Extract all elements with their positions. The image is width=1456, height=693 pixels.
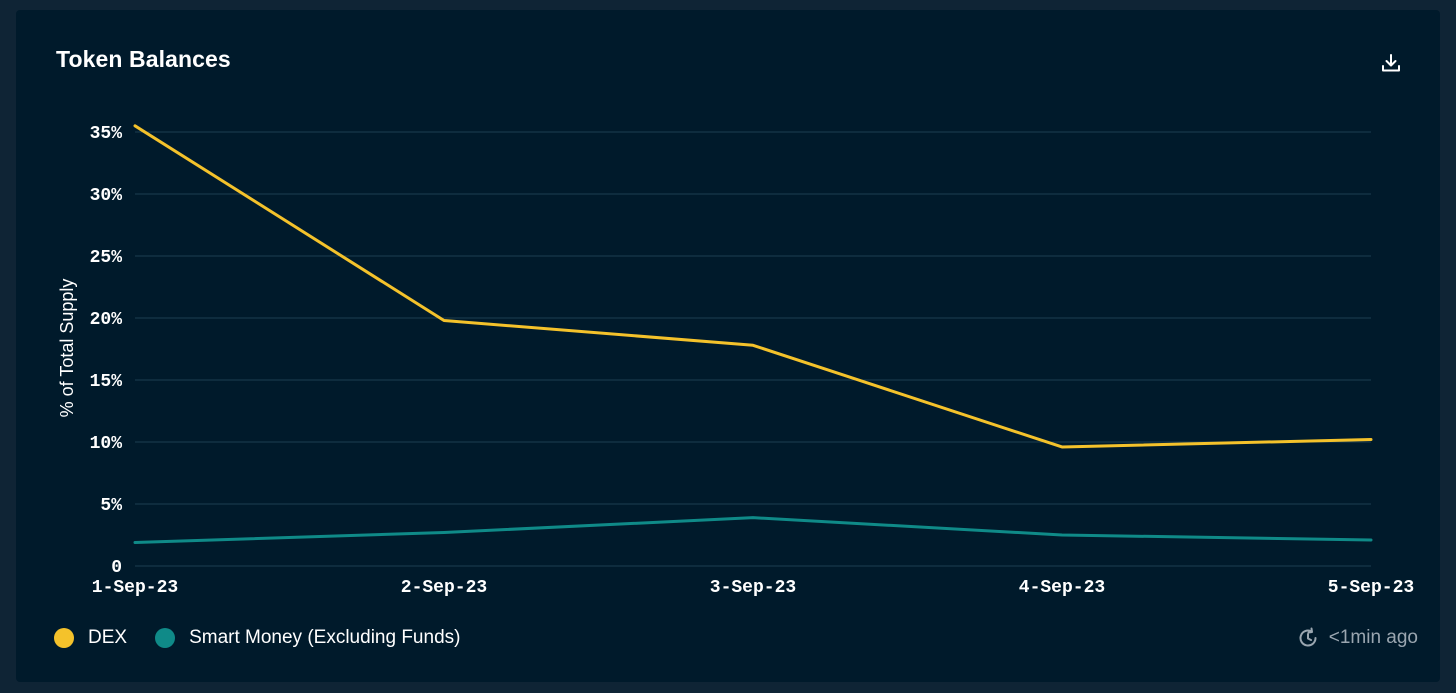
- legend-dot-dex: [54, 628, 74, 648]
- download-button[interactable]: [1376, 48, 1406, 78]
- download-icon: [1382, 54, 1400, 72]
- last-updated-text: <1min ago: [1328, 627, 1418, 648]
- series-lines: [133, 124, 1373, 544]
- y-tick-label: 30%: [90, 186, 123, 206]
- y-tick-label: 5%: [100, 496, 122, 516]
- y-axis-ticks: 0 5% 10% 15% 20% 25% 30% 35%: [90, 124, 123, 578]
- x-tick-label: 2-Sep-23: [401, 578, 487, 598]
- legend-item-dex[interactable]: DEX: [54, 627, 127, 649]
- legend-dot-smart-money: [155, 628, 176, 648]
- y-tick-label: 10%: [90, 434, 123, 454]
- x-tick-label: 3-Sep-23: [710, 578, 796, 598]
- x-tick-label: 1-Sep-23: [92, 578, 178, 598]
- y-tick-label: 15%: [90, 372, 123, 392]
- last-updated: <1min ago: [1297, 627, 1418, 649]
- line-chart: 0 5% 10% 15% 20% 25% 30% 35% 1-Sep-23 2-Sep-23 3-…: [57, 124, 1414, 598]
- legend-item-smart-money[interactable]: Smart Money (Excluding Funds): [155, 627, 460, 649]
- y-axis-label: % of Total Supply: [57, 279, 77, 418]
- x-axis-ticks: 1-Sep-23 2-Sep-23 3-Sep-23 4-Sep-23 5-Sep-23: [92, 578, 1414, 598]
- y-tick-label: 20%: [90, 310, 123, 330]
- series-line-smart-money[interactable]: [133, 516, 1373, 544]
- refresh-clock-icon: [1299, 627, 1317, 647]
- x-tick-label: 4-Sep-23: [1019, 578, 1105, 598]
- legend-label-dex: DEX: [88, 627, 128, 648]
- legend-label-smart-money: Smart Money (Excluding Funds): [189, 627, 461, 648]
- grid-lines: [135, 131, 1371, 567]
- y-tick-label: 0: [111, 558, 122, 578]
- chart-card: Token Balances 0 5% 10% 15% 20% 25% 30% 35% 1-S…: [16, 10, 1440, 682]
- chart-title: Token Balances: [56, 46, 231, 72]
- y-tick-label: 25%: [90, 248, 123, 268]
- x-tick-label: 5-Sep-23: [1328, 578, 1414, 598]
- series-line-dex[interactable]: [133, 124, 1373, 449]
- y-tick-label: 35%: [90, 124, 123, 144]
- legend: DEX Smart Money (Excluding Funds): [54, 627, 488, 649]
